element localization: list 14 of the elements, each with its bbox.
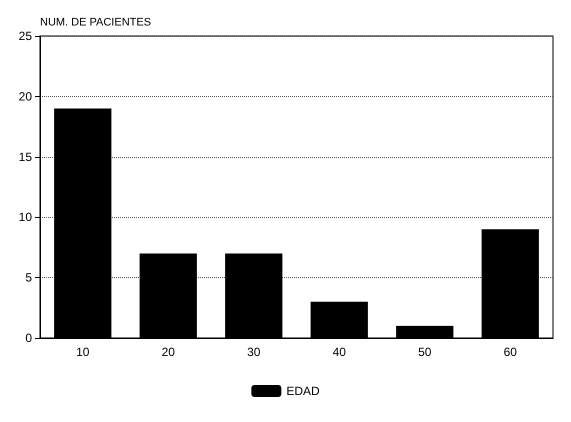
legend-label: EDAD	[286, 384, 320, 398]
x-tick-label: 40	[332, 345, 346, 359]
y-tick-label: 25	[18, 29, 32, 43]
x-tick-label: 10	[76, 345, 90, 359]
y-tick-label: 10	[18, 210, 32, 224]
y-tick-label: 0	[25, 331, 32, 345]
y-tick-label: 20	[18, 89, 32, 104]
x-tick-label: 50	[418, 345, 432, 359]
x-tick-label: 20	[162, 345, 176, 359]
x-tick-label: 30	[247, 345, 261, 359]
y-axis-title: NUM. DE PACIENTES	[40, 16, 152, 28]
x-tick-label: 60	[504, 345, 518, 359]
y-tick-label: 15	[18, 150, 32, 164]
y-tick-label: 5	[25, 270, 32, 285]
